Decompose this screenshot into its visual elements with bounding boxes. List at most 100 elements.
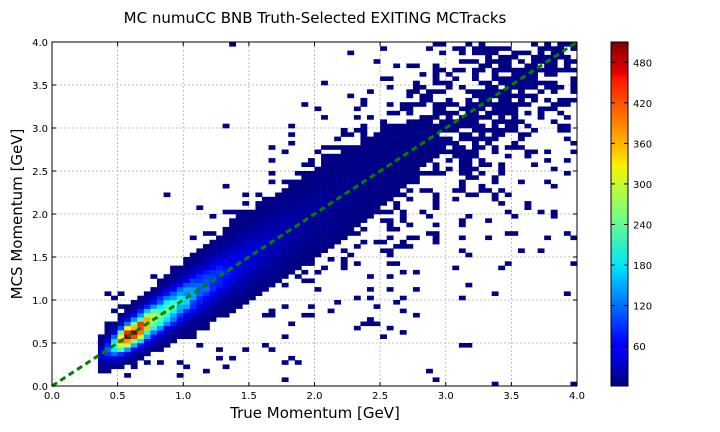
histogram-cell (307, 257, 315, 262)
histogram-cell (307, 162, 315, 167)
histogram-cell (202, 308, 210, 314)
histogram-cell (281, 149, 289, 155)
histogram-cell (314, 218, 322, 223)
histogram-cell (117, 334, 125, 339)
histogram-cell (104, 325, 112, 331)
histogram-cell (458, 106, 466, 112)
histogram-cell (242, 192, 250, 198)
histogram-cell (485, 128, 492, 133)
histogram-cell (104, 368, 112, 374)
histogram-cell (498, 54, 506, 60)
histogram-cell (229, 355, 237, 361)
histogram-cell (380, 192, 387, 198)
histogram-cell (104, 364, 112, 370)
histogram-cell (248, 252, 256, 258)
histogram-cell (189, 274, 197, 279)
histogram-cell (327, 171, 335, 176)
histogram-cell (393, 175, 401, 180)
histogram-cell (504, 128, 512, 133)
histogram-cell (209, 214, 217, 219)
histogram-cell (485, 102, 492, 107)
histogram-cell (445, 102, 453, 107)
histogram-cell (406, 222, 414, 228)
histogram-cell (412, 235, 420, 241)
histogram-cell (301, 209, 309, 215)
histogram-cell (222, 252, 230, 258)
histogram-cell (347, 153, 355, 159)
histogram-cell (399, 218, 407, 223)
histogram-cell (170, 269, 177, 275)
histogram-cell (196, 248, 204, 253)
histogram-cell (537, 209, 545, 215)
histogram-cell (386, 248, 394, 253)
histogram-cell (321, 80, 328, 86)
histogram-cell (268, 231, 276, 236)
histogram-cell (281, 265, 289, 271)
histogram-cell (347, 149, 355, 155)
histogram-cell (426, 46, 433, 51)
histogram-cell (183, 312, 191, 318)
histogram-cell (491, 46, 499, 51)
histogram-cell (307, 158, 315, 163)
histogram-cell (550, 89, 558, 94)
axis-ticks: 0.0 0.5 1.0 1.5 2.0 2.5 3.0 3.5 4.00.00.51.01.52… (32, 38, 585, 402)
histogram-cell (386, 76, 394, 81)
histogram-cell (406, 106, 414, 112)
histogram-cell (570, 97, 578, 103)
histogram-cell (380, 334, 387, 339)
histogram-cell (517, 119, 525, 124)
histogram-cell (235, 274, 243, 279)
histogram-cell (143, 351, 151, 357)
histogram-cell (248, 222, 256, 228)
histogram-cell (111, 308, 118, 314)
histogram-cell (97, 334, 105, 339)
histogram-cell (321, 231, 328, 236)
histogram-cell (248, 239, 256, 245)
histogram-cell (255, 265, 263, 271)
histogram-cell (550, 214, 558, 219)
histogram-cell (570, 80, 578, 86)
histogram-cell (137, 351, 145, 357)
histogram-cell (544, 149, 552, 155)
histogram-cell (386, 274, 394, 279)
histogram-cell (189, 334, 197, 339)
histogram-cell (104, 330, 112, 335)
histogram-cell (412, 89, 420, 94)
histogram-cell (183, 257, 191, 262)
histogram-cell (268, 252, 276, 258)
histogram-cell (281, 269, 289, 275)
histogram-cell (255, 218, 263, 223)
histogram-cell (340, 132, 348, 137)
histogram-cell (235, 226, 243, 232)
histogram-cell (458, 162, 466, 167)
histogram-cell (531, 59, 538, 64)
histogram-cell (406, 136, 414, 142)
colorbar-tick-label: 420 (633, 99, 652, 110)
histogram-cell (478, 46, 486, 51)
histogram-cell (124, 343, 132, 348)
histogram-cell (452, 140, 460, 146)
histogram-cell (130, 334, 138, 339)
histogram-cell (281, 226, 289, 232)
histogram-cell (386, 128, 394, 133)
histogram-cell (491, 89, 499, 94)
histogram-cell (360, 175, 368, 180)
histogram-cell (294, 274, 302, 279)
histogram-cell (452, 196, 460, 202)
histogram-cell (321, 214, 328, 219)
histogram-cell (222, 183, 230, 189)
histogram-cell (439, 80, 447, 86)
histogram-cell (189, 278, 197, 284)
histogram-cell (229, 278, 237, 284)
histogram-cell (294, 188, 302, 193)
histogram-cell (242, 261, 250, 266)
histogram-cell (439, 102, 447, 107)
histogram-cell (347, 188, 355, 193)
histogram-cell (163, 287, 171, 292)
histogram-cell (478, 136, 486, 142)
histogram-cell (563, 231, 571, 236)
histogram-cell (406, 166, 414, 172)
histogram-cell (275, 209, 282, 215)
